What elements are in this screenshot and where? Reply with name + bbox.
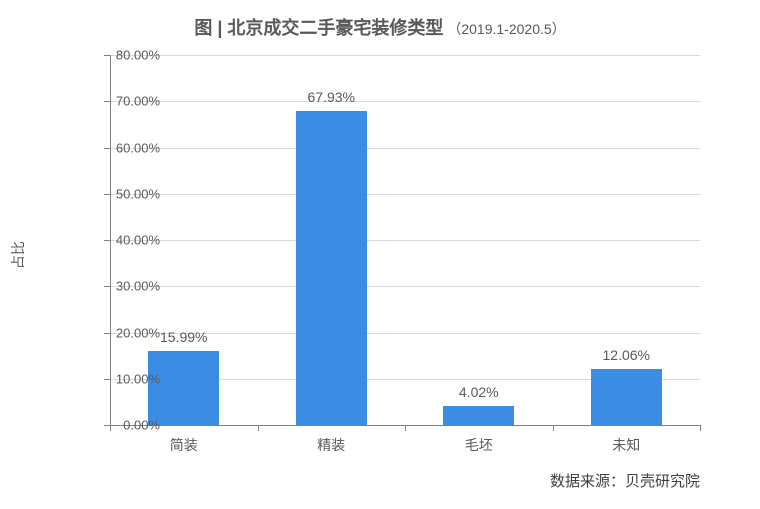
y-tick-label: 70.00% <box>90 94 160 109</box>
chart-title-main: 图 | 北京成交二手豪宅装修类型 <box>194 18 443 38</box>
gridline <box>110 55 700 56</box>
y-tick-label: 80.00% <box>90 48 160 63</box>
bar <box>443 406 514 425</box>
gridline <box>110 148 700 149</box>
bar <box>296 111 367 425</box>
x-tick-label: 未知 <box>612 435 640 455</box>
y-tick-label: 30.00% <box>90 279 160 294</box>
x-tick-mark <box>553 425 554 431</box>
y-tick-label: 40.00% <box>90 233 160 248</box>
bar <box>591 369 662 425</box>
gridline <box>110 286 700 287</box>
gridline <box>110 101 700 102</box>
x-tick-mark <box>700 425 701 431</box>
bar <box>148 351 219 425</box>
y-axis-title: 占比 <box>8 241 28 269</box>
x-tick-mark <box>405 425 406 431</box>
gridline <box>110 194 700 195</box>
x-tick-mark <box>110 425 111 431</box>
x-tick-mark <box>258 425 259 431</box>
bar-value-label: 12.06% <box>603 347 650 363</box>
bar-value-label: 4.02% <box>459 384 499 400</box>
x-tick-label: 简装 <box>170 435 198 455</box>
bar-value-label: 67.93% <box>308 89 355 105</box>
y-tick-label: 20.00% <box>90 325 160 340</box>
chart-title: 图 | 北京成交二手豪宅装修类型（2019.1-2020.5） <box>0 14 760 40</box>
gridline <box>110 240 700 241</box>
chart-container: 图 | 北京成交二手豪宅装修类型（2019.1-2020.5） 占比 数据来源：… <box>0 0 760 509</box>
y-tick-label: 0.00% <box>90 418 160 433</box>
x-tick-label: 精装 <box>317 435 345 455</box>
y-tick-label: 60.00% <box>90 140 160 155</box>
y-tick-label: 50.00% <box>90 186 160 201</box>
y-tick-label: 10.00% <box>90 371 160 386</box>
data-source: 数据来源：贝壳研究院 <box>550 470 700 491</box>
bar-value-label: 15.99% <box>160 329 207 345</box>
plot-area <box>110 55 700 425</box>
x-tick-label: 毛坯 <box>465 435 493 455</box>
chart-title-sub: （2019.1-2020.5） <box>447 21 565 37</box>
